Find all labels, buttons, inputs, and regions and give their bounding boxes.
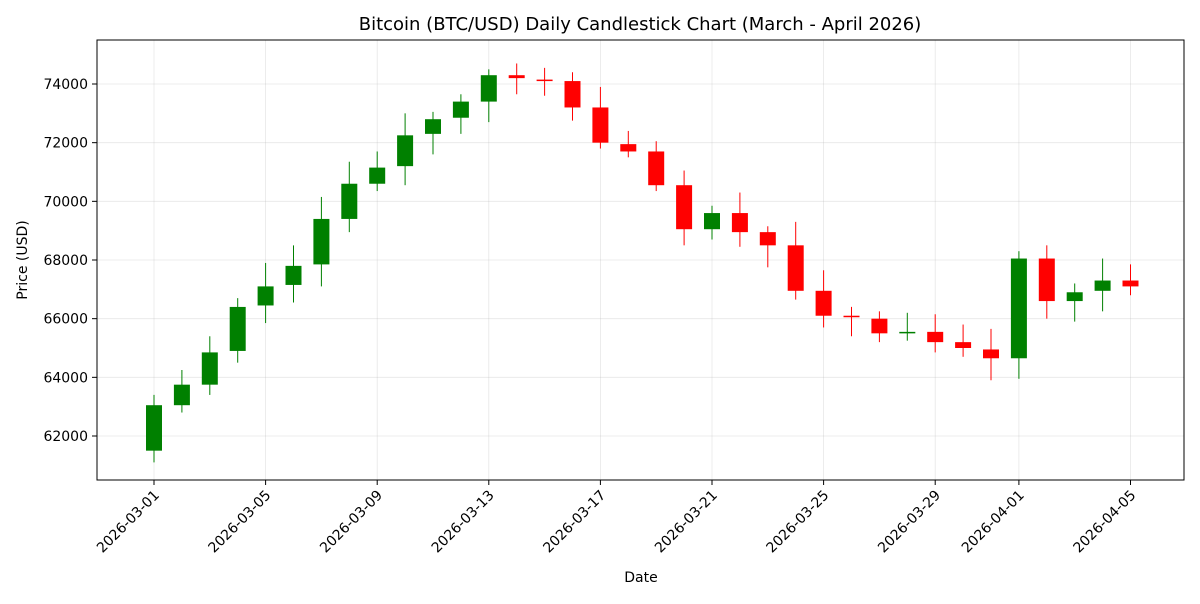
candle-body — [229, 306, 246, 351]
candle-body — [955, 342, 972, 348]
candle-body — [927, 331, 944, 343]
candle-body — [1010, 258, 1027, 359]
candle-body — [648, 151, 665, 186]
candle-body — [815, 290, 832, 316]
x-tick-label: 2026-03-21 — [652, 488, 721, 557]
candle-body — [620, 144, 637, 152]
y-axis-ticks: 62000 64000 66000 68000 70000 72000 74000 — [43, 77, 97, 445]
chart-title: Bitcoin (BTC/USD) Daily Candlestick Char… — [359, 14, 922, 35]
candle-body — [452, 101, 469, 118]
y-tick-label: 62000 — [43, 429, 88, 445]
x-tick-label: 2026-03-09 — [317, 488, 386, 557]
y-tick-label: 66000 — [43, 312, 88, 328]
candle-body — [201, 352, 218, 385]
candle-body — [787, 245, 804, 291]
candle-body — [536, 79, 553, 82]
x-tick-label: 2026-04-01 — [959, 488, 1028, 557]
x-tick-label: 2026-03-17 — [540, 488, 609, 557]
candle-body — [1066, 292, 1083, 302]
x-tick-label: 2026-03-13 — [429, 488, 498, 557]
y-tick-label: 64000 — [43, 370, 88, 386]
x-tick-label: 2026-03-01 — [94, 488, 163, 557]
x-tick-label: 2026-03-05 — [206, 488, 275, 557]
candle-body — [480, 75, 497, 102]
candle-body — [759, 232, 776, 246]
candle-body — [425, 119, 441, 134]
candle-body — [1094, 280, 1111, 291]
candle-body — [313, 218, 330, 265]
y-axis-label: Price (USD) — [15, 220, 31, 299]
candle-body — [1038, 258, 1055, 302]
candle-body — [146, 405, 162, 451]
candle-body — [369, 167, 386, 184]
x-axis-ticks: 2026-03-01 2026-03-05 2026-03-09 2026-03-13… — [94, 480, 1139, 556]
candle-body — [257, 286, 274, 306]
candle-body — [173, 384, 190, 406]
candle-body — [285, 265, 302, 285]
candle-body — [676, 185, 693, 230]
x-tick-label: 2026-03-29 — [875, 488, 944, 557]
candle-body — [843, 315, 860, 318]
candle-body — [592, 107, 609, 143]
x-tick-label: 2026-04-05 — [1070, 488, 1139, 557]
y-tick-label: 72000 — [43, 136, 88, 152]
candle-body — [397, 135, 414, 167]
candle-body — [704, 213, 720, 230]
candle-body — [731, 213, 748, 233]
y-tick-label: 70000 — [43, 194, 88, 210]
y-tick-label: 74000 — [43, 77, 88, 93]
x-axis-label: Date — [624, 570, 657, 586]
candles — [146, 63, 1139, 463]
candle-body — [899, 331, 916, 334]
x-tick-label: 2026-03-25 — [764, 488, 833, 557]
candle-body — [983, 349, 999, 359]
candle-body — [564, 81, 581, 108]
candle-body — [1122, 280, 1139, 287]
candle-body — [871, 318, 888, 334]
candle-body — [508, 75, 525, 79]
candle-body — [341, 183, 358, 219]
y-tick-label: 68000 — [43, 253, 88, 269]
